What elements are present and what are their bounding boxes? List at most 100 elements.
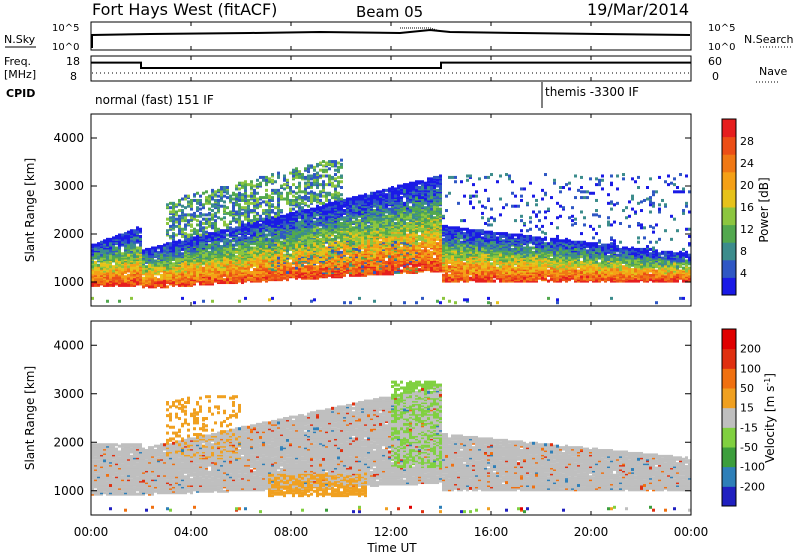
power-cell xyxy=(172,240,175,244)
power-cell xyxy=(118,279,121,283)
power-cell xyxy=(328,160,331,164)
power-cell xyxy=(340,180,343,184)
power-cell xyxy=(238,260,241,264)
power-cell xyxy=(229,213,232,217)
power-cell xyxy=(313,178,316,182)
power-cell xyxy=(271,227,274,231)
power-cell xyxy=(292,194,295,198)
power-cell xyxy=(340,165,343,169)
power-cell xyxy=(247,214,250,218)
power-cell xyxy=(322,210,325,214)
power-cell xyxy=(334,196,337,200)
power-cell xyxy=(130,229,133,233)
power-cell xyxy=(367,239,370,243)
power-cell xyxy=(295,256,298,260)
power-cell xyxy=(412,194,415,198)
power-cell xyxy=(136,266,139,270)
power-cell xyxy=(283,276,286,280)
power-cell xyxy=(328,167,331,171)
power-cell xyxy=(313,255,316,259)
power-cell xyxy=(250,180,253,184)
power-cell xyxy=(334,234,337,238)
power-cell xyxy=(337,161,340,165)
power-cell xyxy=(178,217,181,221)
power-cell xyxy=(133,229,136,233)
power-cell xyxy=(301,198,304,202)
power-cell xyxy=(379,206,382,210)
power-cell xyxy=(220,281,223,285)
power-cell xyxy=(316,259,319,263)
power-cell xyxy=(262,268,265,272)
power-cell xyxy=(232,279,235,283)
power-cell xyxy=(280,214,283,218)
power-cell xyxy=(244,296,247,300)
nsky-trace xyxy=(91,28,691,48)
power-cell xyxy=(133,263,136,267)
date-title: 19/Mar/2014 xyxy=(587,0,689,19)
power-cell xyxy=(187,259,190,263)
power-cell xyxy=(361,214,364,218)
power-cell xyxy=(418,194,421,198)
power-cell xyxy=(325,168,328,172)
power-cell xyxy=(283,183,286,187)
power-cell xyxy=(238,181,241,185)
power-cell xyxy=(388,242,391,246)
power-cell xyxy=(346,217,349,221)
power-cell xyxy=(409,206,412,210)
power-cell xyxy=(208,250,211,254)
power-cell xyxy=(238,230,241,234)
power-cell xyxy=(265,214,268,218)
power-cell xyxy=(97,242,100,246)
power-cell xyxy=(211,196,214,200)
power-cell xyxy=(382,246,385,250)
power-cell xyxy=(247,204,250,208)
power-cell xyxy=(298,184,301,188)
power-cell xyxy=(337,184,340,188)
power-cell xyxy=(289,186,292,189)
power-cell xyxy=(328,256,331,260)
power-cell xyxy=(406,186,409,189)
power-cell xyxy=(211,226,214,230)
power-cell xyxy=(229,260,232,264)
power-cell xyxy=(163,273,166,277)
power-cell xyxy=(277,175,280,179)
power-cell xyxy=(229,239,232,243)
power-cell xyxy=(217,188,220,192)
power-cell xyxy=(139,234,142,238)
power-cell xyxy=(187,237,190,241)
power-cell xyxy=(220,229,223,233)
power-cell xyxy=(151,259,154,263)
power-cell xyxy=(298,194,301,198)
power-cell xyxy=(229,266,232,270)
power-cell xyxy=(256,242,259,246)
power-cell xyxy=(337,194,340,198)
power-cell xyxy=(385,222,388,225)
power-cell xyxy=(226,237,229,241)
power-cell xyxy=(187,213,190,217)
power-cell xyxy=(229,247,232,251)
power-cell xyxy=(346,256,349,260)
power-cell xyxy=(151,263,154,267)
power-cell xyxy=(202,230,205,234)
power-cell xyxy=(304,201,307,205)
power-cell xyxy=(298,201,301,205)
power-cell xyxy=(148,247,151,251)
power-cell xyxy=(316,186,319,189)
power-cell xyxy=(106,260,109,264)
power-cell xyxy=(310,247,313,251)
power-cell xyxy=(193,211,196,215)
power-cell xyxy=(172,234,175,238)
power-cell xyxy=(241,227,244,231)
power-cell xyxy=(187,200,190,204)
power-cell xyxy=(394,222,397,225)
power-cell xyxy=(244,217,247,221)
power-cell xyxy=(262,256,265,260)
power-cell xyxy=(172,283,175,287)
power-cell xyxy=(223,188,226,192)
power-cell xyxy=(235,239,238,243)
power-cell xyxy=(139,270,142,274)
power-cell xyxy=(214,211,217,215)
power-cell xyxy=(331,196,334,200)
power-cell xyxy=(412,269,415,273)
power-cell xyxy=(352,206,355,210)
